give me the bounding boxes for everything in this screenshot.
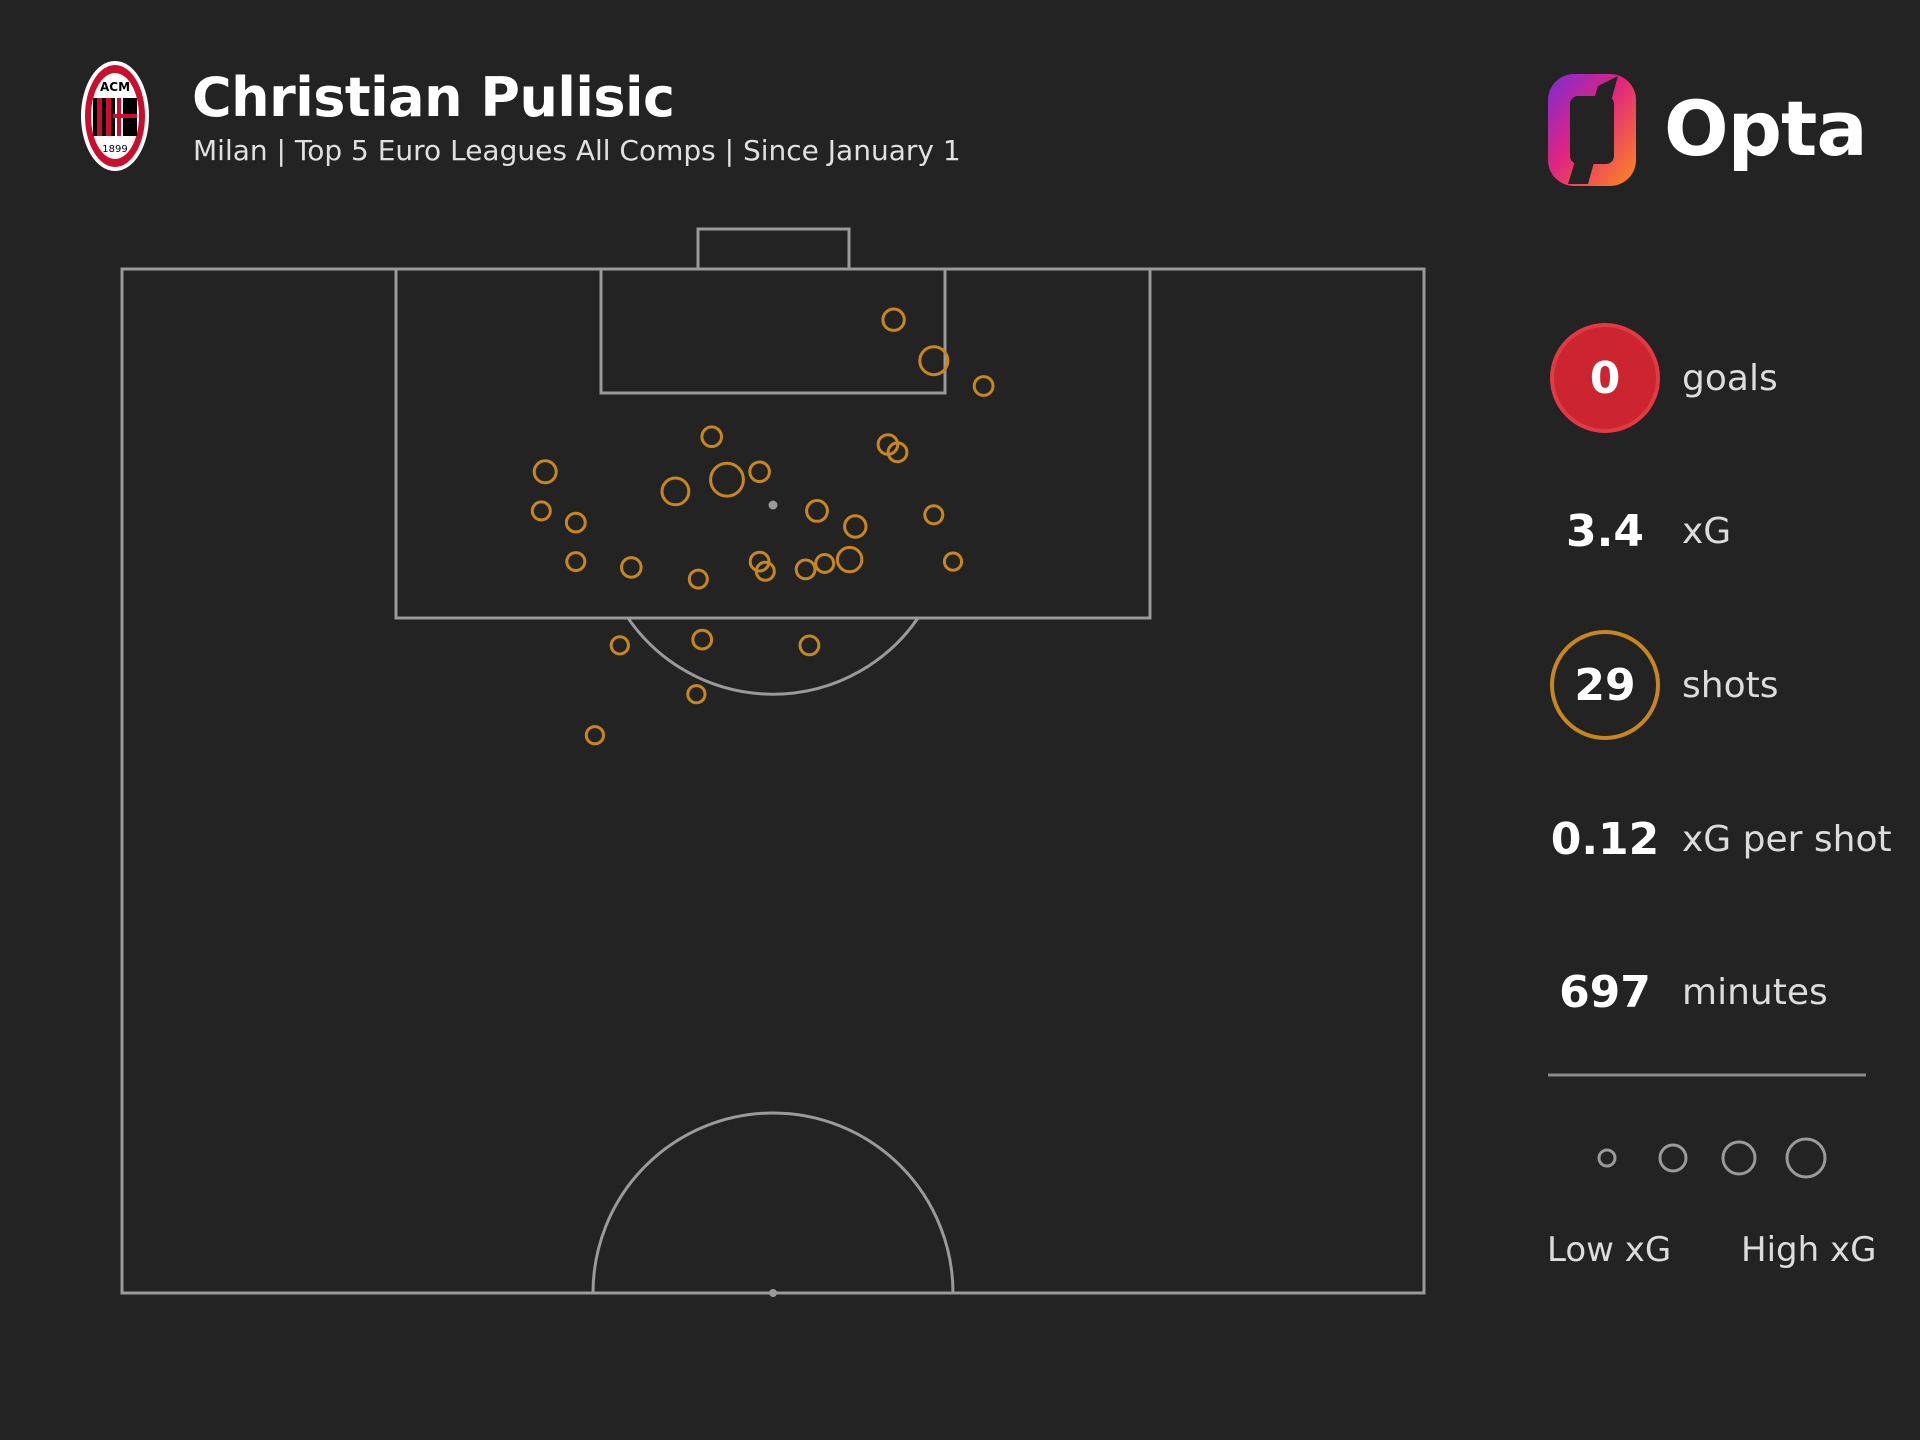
shot-point-11: [530, 500, 552, 522]
stat-goals: 0 goals: [1550, 323, 1910, 433]
shot-point-16: [835, 545, 864, 574]
shot-point-25: [798, 634, 821, 657]
penalty-arc: [626, 617, 920, 696]
xg-per-shot-label: xG per shot: [1682, 818, 1892, 860]
shot-point-1: [881, 307, 906, 332]
shot-point-17: [565, 551, 587, 573]
shot-point-12: [564, 511, 587, 534]
shot-point-2: [918, 345, 950, 377]
centre-circle: [591, 1111, 955, 1294]
legend-high-label: High xG: [1741, 1230, 1877, 1270]
legend-low-label: Low xG: [1547, 1230, 1672, 1270]
shot-point-27: [609, 635, 630, 656]
stat-xg-per-shot: 0.12 xG per shot: [1550, 784, 1910, 894]
shots-layer: [530, 307, 995, 746]
shot-point-6: [886, 441, 909, 464]
shot-point-4: [700, 425, 724, 449]
shot-point-26: [691, 628, 714, 651]
page-subtitle: Milan | Top 5 Euro Leagues All Comps | S…: [193, 134, 961, 167]
shot-point-18: [620, 556, 643, 579]
goal-frame: [696, 227, 851, 271]
minutes-value: 697: [1559, 966, 1651, 1018]
xg-label: xG: [1682, 510, 1732, 552]
crest-text-bottom: 1899: [102, 144, 127, 155]
goals-label: goals: [1682, 357, 1778, 399]
shot-point-22: [794, 558, 817, 581]
shot-point-29: [584, 725, 606, 746]
shot-point-13: [805, 499, 829, 523]
ac-milan-crest-icon: ACM 1899: [81, 61, 149, 171]
shot-point-10: [660, 476, 691, 507]
shot-point-28: [686, 684, 707, 705]
goals-value: 0: [1550, 323, 1660, 433]
shot-point-23: [814, 553, 836, 574]
minutes-label: minutes: [1682, 971, 1828, 1013]
crest-text-top: ACM: [100, 80, 130, 94]
shot-point-21: [754, 560, 776, 582]
penalty-spot: [768, 500, 778, 510]
shot-point-24: [942, 551, 964, 572]
shot-point-14: [923, 504, 945, 526]
shot-point-19: [687, 568, 709, 590]
shot-point-15: [843, 514, 868, 539]
opta-logo-icon: [1548, 74, 1636, 186]
shot-point-7: [532, 459, 558, 485]
xg-per-shot-value: 0.12: [1550, 813, 1660, 865]
stat-xg: 3.4 xG: [1550, 476, 1910, 586]
stat-shots: 29 shots: [1550, 630, 1910, 740]
shot-point-3: [972, 375, 995, 397]
xg-value: 3.4: [1566, 505, 1644, 557]
shots-value: 29: [1550, 630, 1660, 740]
shot-point-9: [748, 460, 771, 484]
shot-point-8: [709, 461, 745, 498]
shots-label: shots: [1682, 664, 1779, 706]
page-title: Christian Pulisic: [192, 66, 675, 129]
opta-logo-text: Opta: [1664, 84, 1868, 173]
centre-spot: [769, 1289, 777, 1297]
stat-minutes: 697 minutes: [1550, 937, 1910, 1047]
pitch-outline: [120, 267, 1426, 1295]
